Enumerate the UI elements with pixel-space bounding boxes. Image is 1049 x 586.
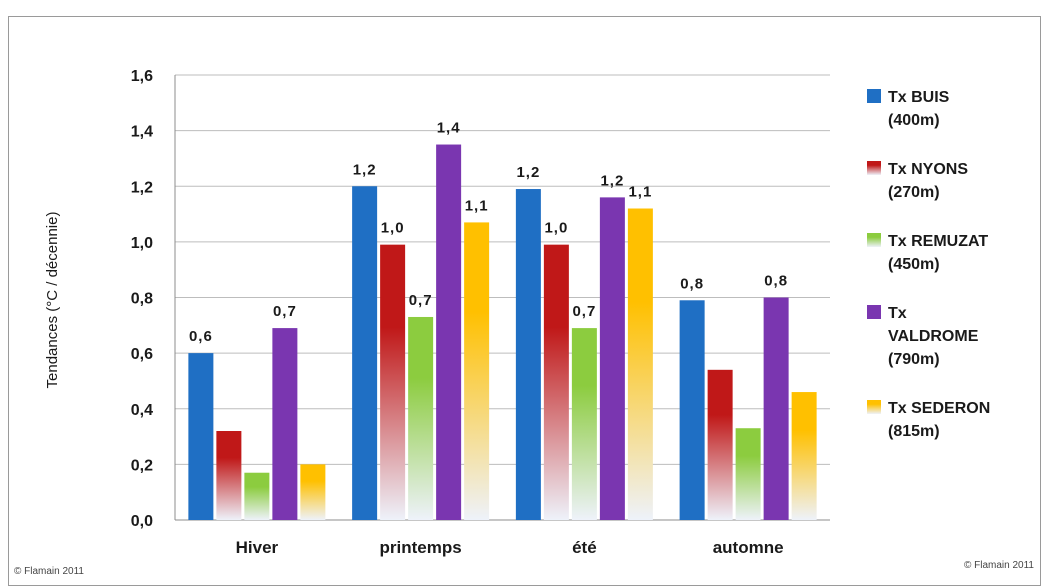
bar xyxy=(515,189,541,520)
data-label: 1,1 xyxy=(628,184,652,201)
data-label: 1,0 xyxy=(381,220,405,237)
credit-right: © Flamain 2011 xyxy=(964,560,1034,571)
bar xyxy=(380,244,406,520)
legend-item: Tx REMUZAT (450m) xyxy=(867,233,988,273)
bar xyxy=(188,353,214,520)
legend-swatch xyxy=(867,161,881,175)
y-tick-label: 1,0 xyxy=(131,235,153,252)
bar xyxy=(707,369,733,520)
data-label: 1,0 xyxy=(544,220,568,237)
y-tick-label: 1,2 xyxy=(131,179,153,196)
legend-label: (450m) xyxy=(888,256,940,273)
bar xyxy=(735,428,761,520)
data-label: 0,7 xyxy=(409,292,433,309)
legend-swatch xyxy=(867,89,881,103)
y-axis: 0,0 0,2 0,4 0,6 0,8 1,0 1,2 1,4 1,6 xyxy=(131,68,830,530)
bar xyxy=(244,472,270,520)
legend-item: Tx NYONS (270m) xyxy=(867,161,968,201)
bar xyxy=(352,186,378,520)
legend-label: (815m) xyxy=(888,423,940,440)
bar xyxy=(599,197,625,520)
legend-item: Tx SEDERON (815m) xyxy=(867,400,990,440)
data-label: 1,2 xyxy=(600,172,624,189)
data-labels: 0,60,71,21,00,71,41,11,21,00,71,21,10,8 0… xyxy=(189,120,788,346)
legend-item: Tx BUIS (400m) xyxy=(867,89,950,129)
legend-label: VALDROME xyxy=(888,328,979,345)
legend-label: (400m) xyxy=(888,112,940,129)
y-tick-label: 0,8 xyxy=(131,291,153,308)
bar xyxy=(408,316,434,520)
legend-label: (790m) xyxy=(888,351,940,368)
legend-swatch xyxy=(867,400,881,414)
y-tick-label: 0,0 xyxy=(131,513,153,530)
y-tick-label: 1,6 xyxy=(131,68,153,85)
data-label: 0,8 xyxy=(680,275,704,292)
bars xyxy=(188,144,817,520)
legend-swatch xyxy=(867,233,881,247)
legend-label: (270m) xyxy=(888,184,940,201)
bar xyxy=(436,144,462,520)
x-axis: Hiver printemps été automne xyxy=(236,538,784,557)
legend-swatch xyxy=(867,305,881,319)
x-tick-label: printemps xyxy=(380,538,462,557)
bar xyxy=(571,328,597,520)
data-label: 0,7 xyxy=(572,303,596,320)
data-label: 1,4 xyxy=(437,120,461,137)
bar xyxy=(791,392,817,520)
data-label: 1,2 xyxy=(353,161,377,178)
x-tick-label: automne xyxy=(713,538,784,557)
bar xyxy=(216,431,242,520)
y-tick-label: 0,2 xyxy=(131,457,153,474)
legend-label: Tx BUIS xyxy=(888,89,950,106)
x-tick-label: été xyxy=(572,538,597,557)
legend-label: Tx SEDERON xyxy=(888,400,990,417)
data-label: 1,2 xyxy=(516,164,540,181)
y-axis-label: Tendances (°C / décennie) xyxy=(44,212,61,389)
x-tick-label: Hiver xyxy=(236,538,279,557)
credit-left: © Flamain 2011 xyxy=(14,566,84,577)
legend-item: Tx VALDROME (790m) xyxy=(867,305,979,368)
data-label: 0,6 xyxy=(189,328,213,345)
legend: Tx BUIS (400m) Tx NYONS (270m) Tx REMUZAT (45… xyxy=(867,89,990,440)
bar xyxy=(627,208,653,520)
data-label: 0,8 xyxy=(764,273,788,290)
y-tick-label: 0,6 xyxy=(131,346,153,363)
bar xyxy=(543,244,569,520)
legend-label: Tx xyxy=(888,305,907,322)
legend-label: Tx REMUZAT xyxy=(888,233,988,250)
bar xyxy=(679,300,705,520)
legend-label: Tx NYONS xyxy=(888,161,968,178)
data-label: 0,7 xyxy=(273,303,297,320)
data-label: 1,1 xyxy=(465,197,489,214)
y-tick-label: 1,4 xyxy=(131,124,153,141)
bar xyxy=(272,328,298,520)
bar xyxy=(300,464,326,520)
bar xyxy=(464,222,490,520)
bar xyxy=(763,297,789,520)
y-tick-label: 0,4 xyxy=(131,402,153,419)
